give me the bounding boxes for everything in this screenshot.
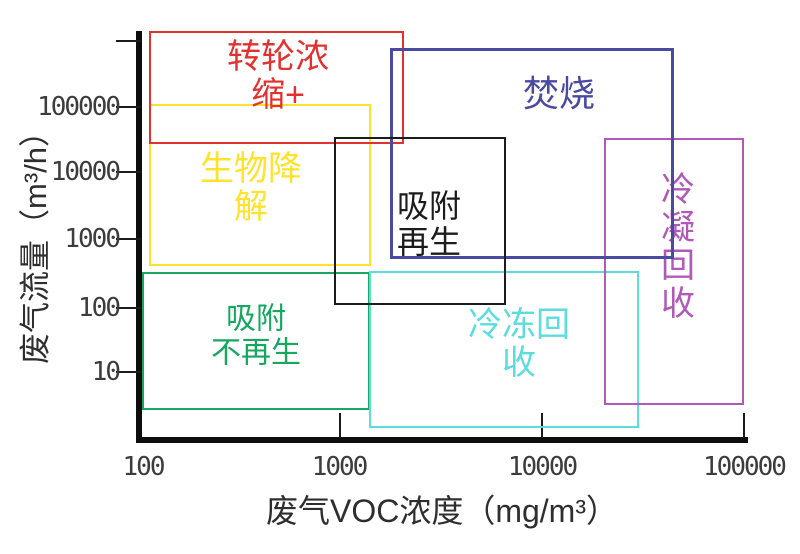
y-tick-label: 1000 [64, 224, 121, 254]
region-biodegradation-label: 生物降解 [200, 149, 302, 226]
region-condensation-recovery: 冷凝回收 [604, 138, 744, 405]
y-tick [116, 371, 141, 373]
x-tick-label: 10000 [507, 452, 578, 482]
region-biodegradation: 生物降解 [149, 104, 371, 266]
y-tick [116, 238, 141, 240]
y-tick [116, 307, 141, 309]
region-adsorption-regenerative: 吸附 再生 [334, 137, 506, 305]
y-tick-label: 10 [91, 357, 121, 387]
y-tick [116, 171, 141, 173]
x-axis-line [136, 437, 748, 443]
x-tick-label: 1000 [311, 452, 369, 482]
y-axis-line [136, 31, 142, 443]
x-tick [339, 413, 341, 438]
region-rotary-concentrator: 转轮浓缩+ [149, 31, 404, 144]
region-rotary-concentrator-label: 转轮浓缩+ [227, 37, 329, 114]
region-adsorption-non-regenerative: 吸附 不再生 [142, 272, 370, 410]
x-tick [743, 413, 745, 438]
y-tick [116, 106, 141, 108]
region-incineration: 焚烧 [390, 48, 674, 259]
y-axis-title: 废气流量（m³/h） [18, 116, 53, 364]
region-condensation-recovery-label: 冷凝回收 [661, 170, 695, 324]
region-incineration-label: 焚烧 [522, 72, 596, 114]
x-axis-title: 废气VOC浓度（mg/m³） [265, 493, 618, 529]
x-tick [541, 413, 543, 438]
region-adsorption-non-regenerative-label: 吸附 不再生 [211, 302, 301, 369]
x-tick-label: 100000 [703, 452, 787, 482]
y-tick [116, 40, 141, 42]
x-tick-label: 100 [122, 452, 166, 482]
y-tick-label: 100 [78, 293, 121, 323]
region-adsorption-regenerative-label: 吸附 再生 [396, 188, 462, 260]
region-freezing-recovery-label: 冷冻回收 [468, 305, 570, 382]
y-tick-label: 100000 [37, 92, 121, 122]
y-tick-label: 10000 [50, 157, 121, 187]
